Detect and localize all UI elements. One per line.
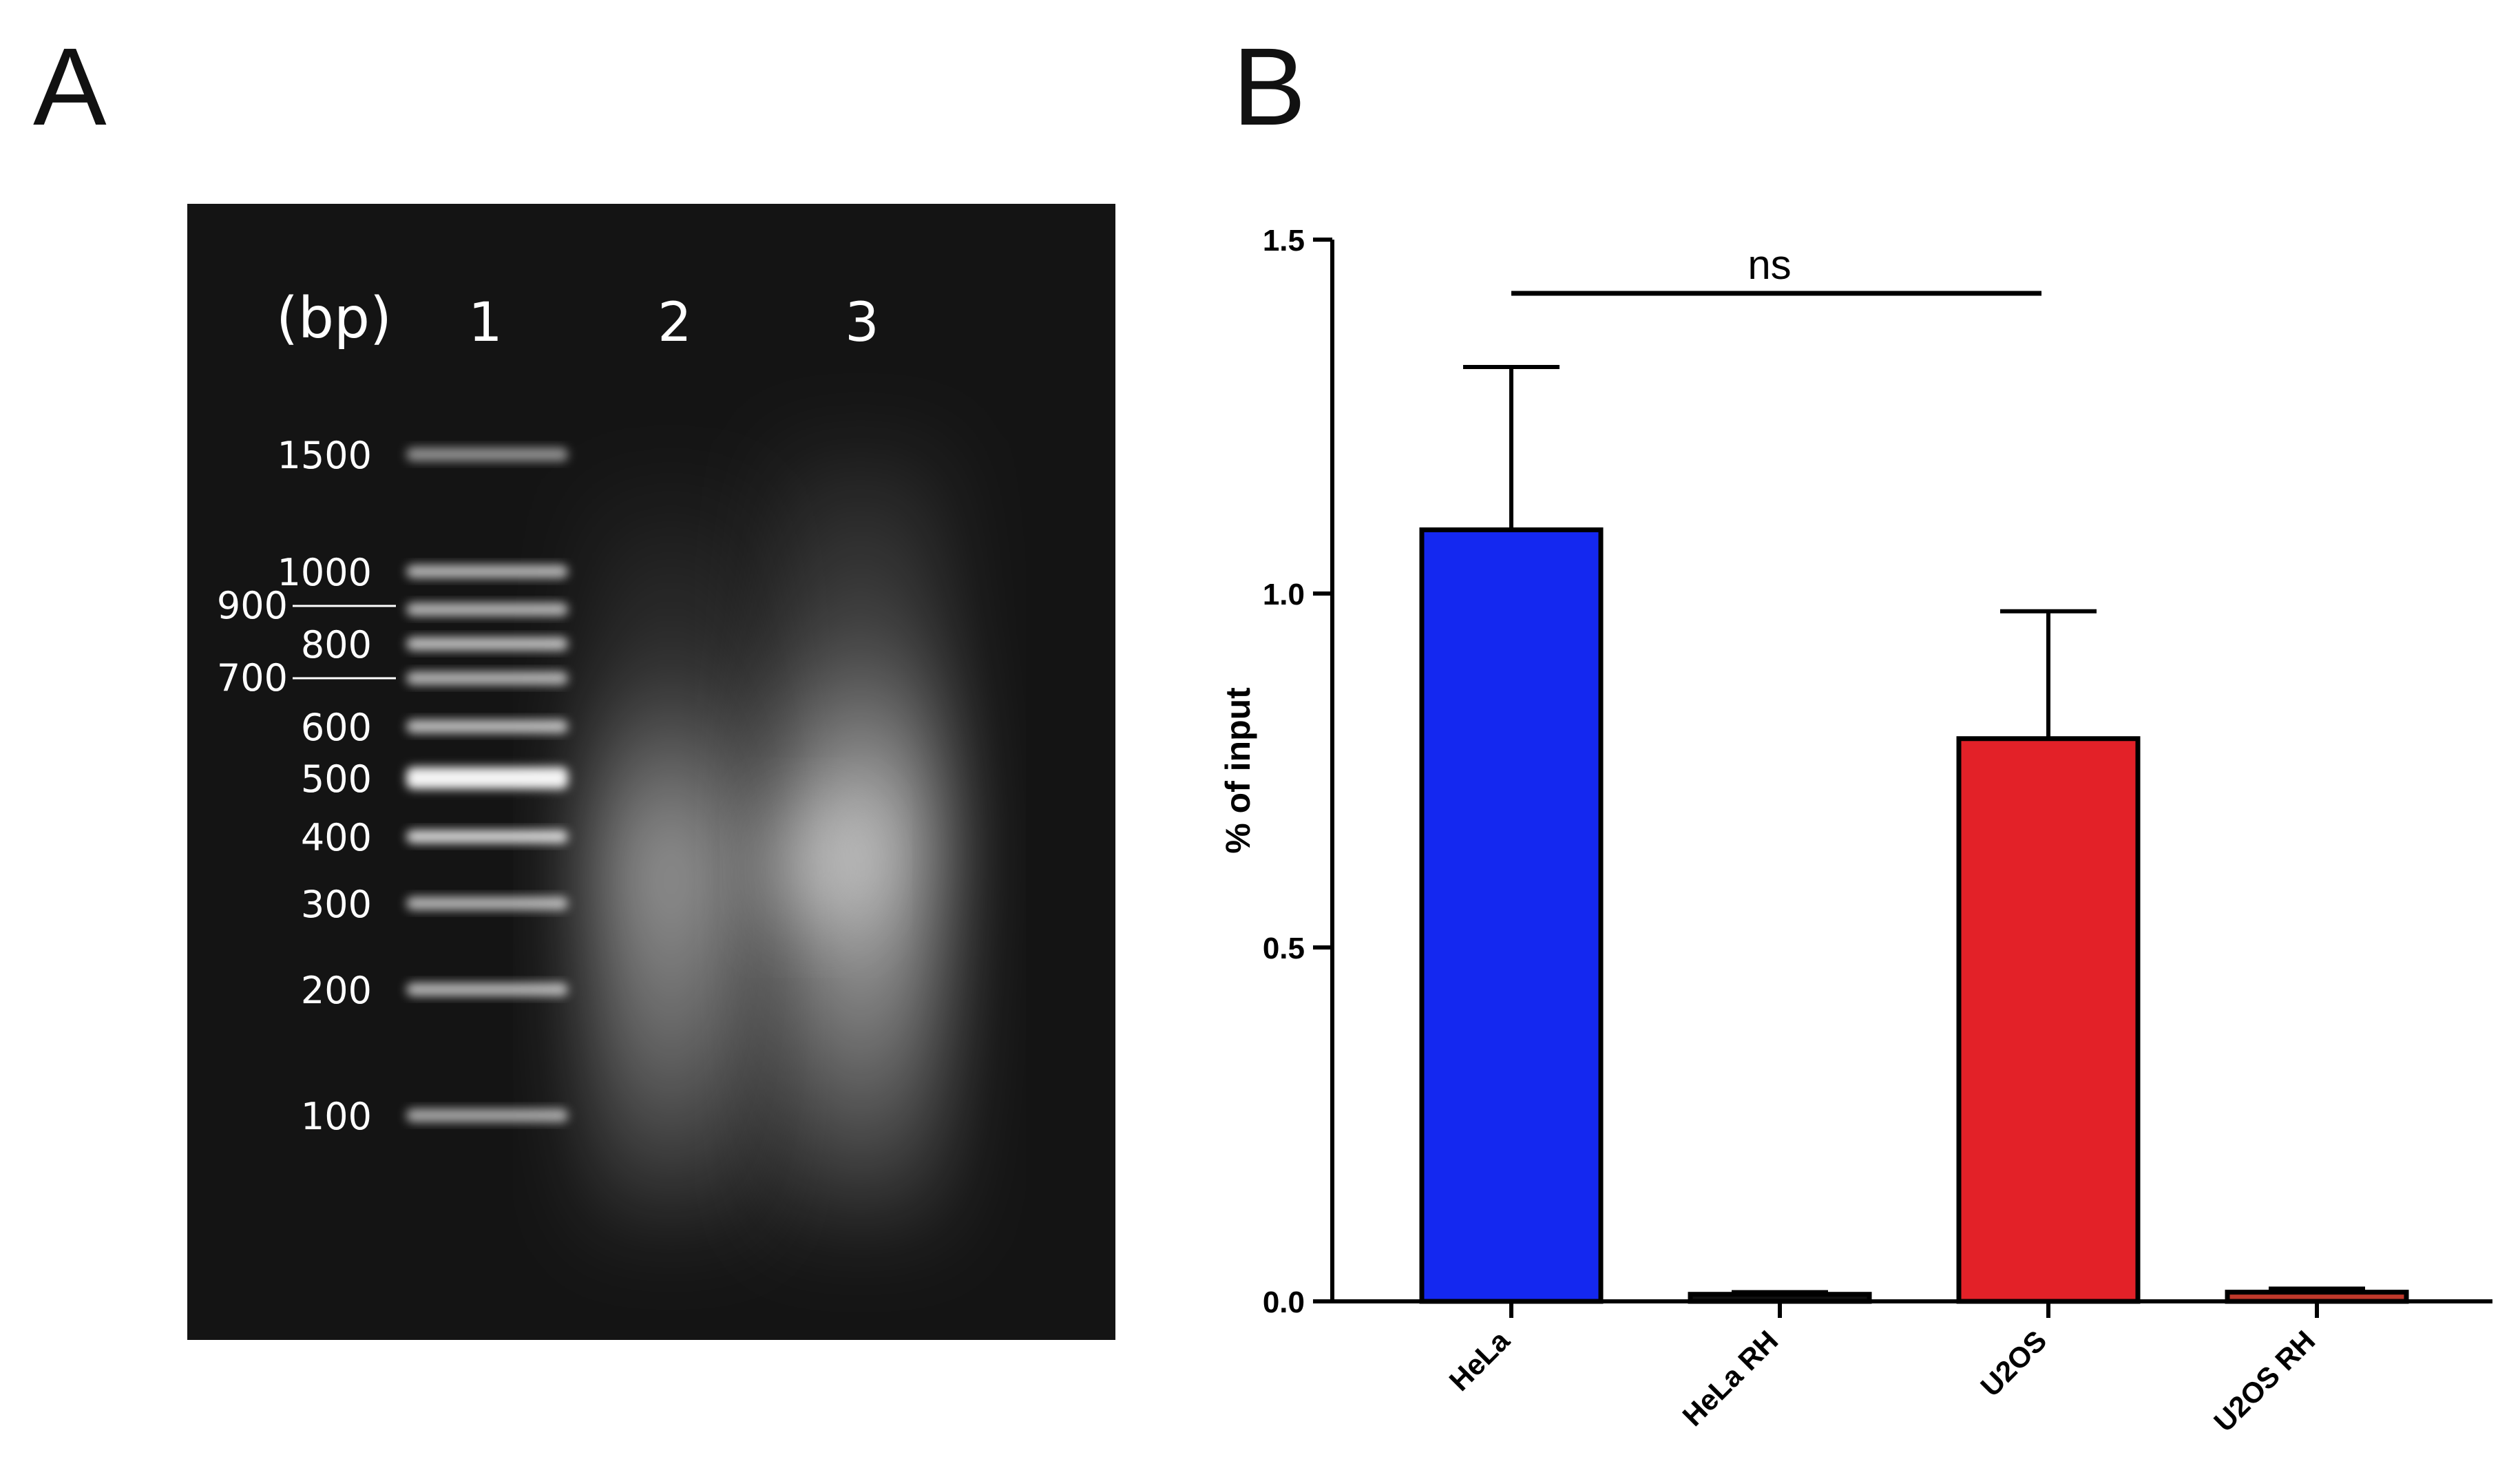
ladder-label-1500: 1500 [277, 434, 372, 477]
marker-label-700: 700 [217, 656, 288, 700]
ladder-band-extra [406, 602, 568, 616]
ladder-band-extra [406, 671, 568, 685]
ladder-band-1000 [406, 565, 568, 578]
x-tick-label: HeLa RH [1676, 1324, 1784, 1432]
panel-label-a: A [33, 25, 107, 148]
x-tick-label: U2OS RH [2207, 1324, 2321, 1438]
lane-3-hotspot [768, 812, 864, 923]
bar-u2os-rh [2225, 1290, 2409, 1304]
y-axis-label: % of input [1219, 687, 1257, 854]
ladder-band-1500 [406, 448, 568, 461]
ladder-label-400: 400 [301, 816, 372, 859]
ladder-band-600 [406, 720, 568, 733]
y-tick-label: 0.0 [1263, 1286, 1305, 1319]
ladder-lane [406, 448, 568, 1122]
gel-unit-label: (bp) [276, 286, 392, 351]
y-tick-label: 0.5 [1263, 932, 1305, 965]
lane-label-2: 2 [658, 292, 692, 354]
x-ticks: HeLa HeLa RH U2OS U2OS RH [1443, 1301, 2321, 1438]
x-tick-label: HeLa [1443, 1324, 1516, 1397]
significance-bracket: ns [1511, 242, 2041, 296]
ladder-label-100: 100 [301, 1095, 372, 1138]
lane-label-3: 3 [845, 292, 879, 354]
bars [1419, 365, 2409, 1304]
ladder-label-500: 500 [301, 757, 372, 801]
ladder-band-100 [406, 1109, 568, 1122]
x-tick-label: U2OS [1974, 1324, 2052, 1403]
lane-label-1: 1 [468, 292, 503, 354]
ladder-label-1000: 1000 [277, 551, 372, 594]
marker-lines: 900 700 [217, 584, 396, 700]
y-tick-label: 1.0 [1263, 578, 1305, 611]
bar-hela [1419, 527, 1604, 1304]
ladder-label-300: 300 [301, 883, 372, 926]
ladder-band-400 [406, 830, 568, 843]
bar-u2os [1956, 736, 2141, 1304]
ladder-labels: 1500 1000 800 600 500 400 300 200 100 [277, 434, 372, 1138]
marker-label-900: 900 [217, 584, 288, 627]
ladder-label-600: 600 [301, 706, 372, 749]
ladder-band-800 [406, 637, 568, 651]
lane-2-smear [592, 482, 750, 1239]
ladder-label-800: 800 [301, 623, 372, 667]
ladder-band-500 [406, 767, 568, 789]
significance-label: ns [1747, 242, 1791, 288]
bar-hela-rh [1688, 1292, 1872, 1304]
y-ticks: 0.0 0.5 1.0 1.5 [1263, 224, 1332, 1319]
y-tick-label: 1.5 [1263, 224, 1305, 258]
lane-labels: 1 2 3 [468, 292, 879, 354]
ladder-band-200 [406, 983, 568, 996]
panel-label-b: B [1232, 25, 1306, 148]
ladder-band-300 [406, 896, 568, 910]
ladder-label-200: 200 [301, 969, 372, 1012]
